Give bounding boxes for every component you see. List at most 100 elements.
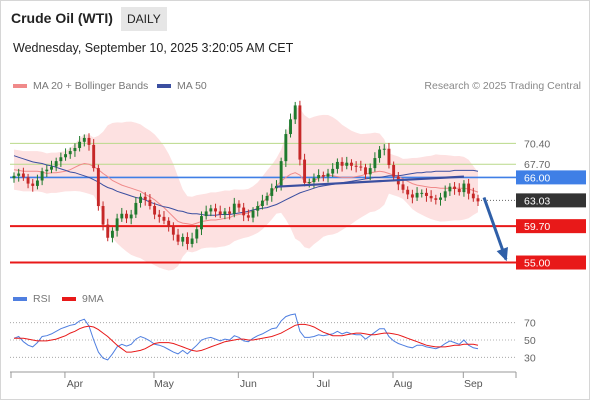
candle-body bbox=[424, 192, 428, 196]
candle-body bbox=[434, 198, 438, 200]
candle bbox=[134, 197, 138, 219]
candle bbox=[392, 161, 396, 182]
candle-body bbox=[96, 168, 100, 207]
candle-body bbox=[54, 161, 58, 167]
candle bbox=[289, 113, 292, 138]
candle bbox=[54, 157, 58, 172]
candle-body bbox=[275, 185, 278, 189]
candle bbox=[209, 204, 213, 217]
candle-body bbox=[476, 198, 480, 202]
candle bbox=[125, 210, 128, 224]
candle-body bbox=[345, 162, 349, 166]
candle-body bbox=[148, 199, 152, 207]
candle bbox=[190, 232, 194, 248]
candle bbox=[321, 171, 325, 182]
candle bbox=[387, 142, 391, 169]
x-tick-label: Jun bbox=[240, 378, 257, 390]
candle bbox=[246, 209, 250, 222]
candle-body bbox=[364, 167, 367, 175]
candle-body bbox=[415, 192, 419, 198]
candle bbox=[82, 134, 86, 147]
candle bbox=[237, 200, 241, 213]
candle-body bbox=[237, 203, 241, 208]
candle bbox=[214, 203, 217, 218]
candle-body bbox=[228, 211, 232, 214]
candle-body bbox=[298, 105, 302, 160]
candle bbox=[200, 211, 203, 236]
legend-ma50-label: MA 50 bbox=[177, 80, 207, 92]
candle-body bbox=[406, 189, 410, 195]
candle-body bbox=[185, 236, 189, 244]
candle bbox=[176, 228, 180, 246]
candle-body bbox=[368, 168, 372, 175]
candle bbox=[148, 194, 152, 210]
candle bbox=[87, 133, 91, 151]
candle bbox=[434, 194, 438, 205]
candle bbox=[115, 213, 119, 237]
candle-body bbox=[101, 206, 105, 225]
candle-body bbox=[321, 175, 325, 177]
candle-body bbox=[209, 208, 213, 212]
level-label-66.00: 66.00 bbox=[524, 172, 550, 184]
candle-body bbox=[171, 226, 175, 235]
candle bbox=[153, 202, 157, 220]
level-box-66.00 bbox=[516, 170, 586, 185]
candle-body bbox=[242, 207, 246, 216]
candle bbox=[326, 168, 330, 183]
candle-body bbox=[12, 175, 16, 179]
rsi-line bbox=[13, 313, 479, 361]
timeframe-button[interactable]: DAILY bbox=[121, 7, 167, 31]
candle-body bbox=[64, 154, 68, 158]
candle bbox=[35, 174, 39, 190]
candle bbox=[92, 139, 96, 172]
candle-body bbox=[78, 141, 82, 148]
candle-body bbox=[153, 206, 157, 215]
candle bbox=[364, 163, 367, 179]
candle bbox=[68, 147, 72, 159]
ma20-line bbox=[13, 162, 479, 226]
candle-body bbox=[457, 189, 461, 193]
candle bbox=[78, 135, 82, 152]
candle bbox=[167, 217, 171, 232]
candle-body bbox=[21, 173, 25, 178]
x-tick-label: Sep bbox=[464, 378, 483, 390]
candle bbox=[139, 193, 142, 208]
candle-body bbox=[17, 173, 21, 176]
candle-body bbox=[26, 177, 30, 184]
candle-body bbox=[35, 180, 39, 186]
candle bbox=[265, 192, 269, 206]
candle-body bbox=[270, 188, 274, 196]
level-label-70.40: 70.40 bbox=[524, 138, 550, 150]
candle bbox=[12, 172, 16, 183]
candle-body bbox=[335, 161, 339, 169]
candle-body bbox=[92, 144, 96, 169]
legend-9ma: 9MA bbox=[62, 293, 104, 305]
candle bbox=[21, 167, 25, 181]
candle-body bbox=[40, 171, 44, 181]
x-tick-label: Apr bbox=[67, 378, 84, 390]
candle bbox=[162, 211, 166, 225]
candle-body bbox=[429, 195, 433, 199]
candle bbox=[157, 209, 161, 223]
candle bbox=[345, 156, 349, 170]
report-datetime: Wednesday, September 10, 2025 3:20:05 AM… bbox=[13, 41, 294, 55]
candle bbox=[129, 209, 133, 225]
candle-body bbox=[382, 148, 386, 150]
candle-body bbox=[471, 193, 475, 199]
candle bbox=[359, 160, 363, 171]
candle-body bbox=[176, 234, 180, 242]
x-tick-label: Jul bbox=[317, 378, 330, 390]
candle-body bbox=[120, 213, 124, 219]
candle-body bbox=[200, 216, 203, 230]
candle-body bbox=[359, 166, 363, 168]
legend-ma20: MA 20 + Bollinger Bands bbox=[13, 80, 148, 92]
trendline bbox=[276, 175, 464, 188]
candle-body bbox=[265, 195, 269, 201]
candle-body bbox=[453, 186, 457, 189]
candle-body bbox=[373, 158, 377, 169]
candle-body bbox=[181, 236, 185, 242]
candle bbox=[476, 194, 480, 207]
candle-body bbox=[195, 229, 199, 239]
rsi-tick-label: 70 bbox=[524, 318, 536, 330]
